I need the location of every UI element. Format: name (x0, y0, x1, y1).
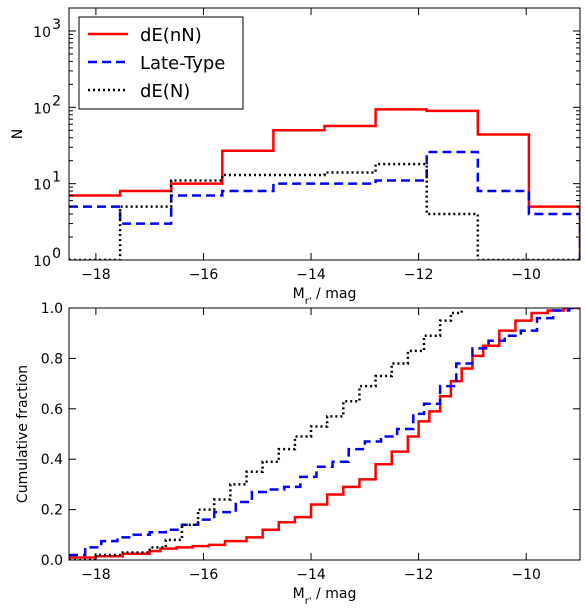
panel-bottom-frame (68, 307, 581, 561)
panel-top-y-tick-exponent: 0 (52, 246, 61, 262)
series-latetype-cumulative-line (69, 308, 580, 557)
legend-label: Late-Type (140, 53, 225, 74)
panel-bottom-y-tick-label: 0.4 (41, 452, 63, 468)
panel-bottom-y-tick-label: 0.2 (41, 503, 63, 519)
series-latetype-histogram (69, 150, 580, 260)
panel-top-x-tick-label: −14 (296, 267, 326, 283)
panel-top-x-tick-label: −16 (189, 267, 219, 283)
panel-top-x-tick-label: −12 (404, 267, 434, 283)
panel-bottom-x-axis-label: Mr' / mag (293, 586, 357, 607)
panel-top-x-tick-label: −18 (81, 267, 111, 283)
panel-top-y-tick-label: 10 (33, 178, 51, 194)
panel-top-y-tick-label: 10 (33, 101, 51, 117)
panel-top-x-tick-label: −10 (511, 267, 541, 283)
panel-bottom-x-tick-label: −18 (81, 567, 111, 583)
panel-top-y-tick-label: 10 (33, 25, 51, 41)
panel-bottom-y-tick-label: 0.0 (41, 553, 63, 569)
series-den-cumulative-line (69, 308, 463, 560)
panel-top-y-tick-label: 10 (33, 254, 51, 270)
panel-bottom-y-tick-label: 0.8 (41, 351, 63, 367)
panel-bottom-x-tick-label: −12 (404, 567, 434, 583)
series-den-histogram (69, 162, 580, 260)
panel-top-y-tick-exponent: 2 (52, 93, 61, 109)
series-denn-cumulative-line (69, 308, 580, 559)
legend-label: dE(nN) (140, 25, 202, 46)
panel-bottom-cumulative: −18 −16 −14 −12 −10 0.0 0.2 0.4 0.6 0.8 1.0 Mr' / m… (15, 301, 581, 607)
panel-bottom-x-tick-label: −10 (511, 567, 541, 583)
panel-bottom-y-tick-label: 0.6 (41, 402, 63, 418)
panel-bottom-x-tick-label: −16 (189, 567, 219, 583)
panel-top-frame (68, 7, 581, 261)
panel-bottom-y-tick-label: 1.0 (41, 301, 63, 317)
panel-top-y-tick-exponent: 1 (52, 170, 61, 186)
series-denn-histogram (69, 108, 580, 260)
panel-bottom-y-axis-label: Cumulative fraction (15, 365, 31, 503)
panel-top-y-axis-label: N (10, 129, 26, 139)
legend-label: dE(N) (140, 81, 190, 102)
panel-top-y-tick-exponent: 3 (52, 17, 61, 33)
panel-bottom-x-tick-label: −14 (296, 567, 326, 583)
legend: dE(nN) Late-Type dE(N) (78, 16, 244, 110)
panel-top-x-axis-label: Mr' / mag (293, 286, 357, 307)
